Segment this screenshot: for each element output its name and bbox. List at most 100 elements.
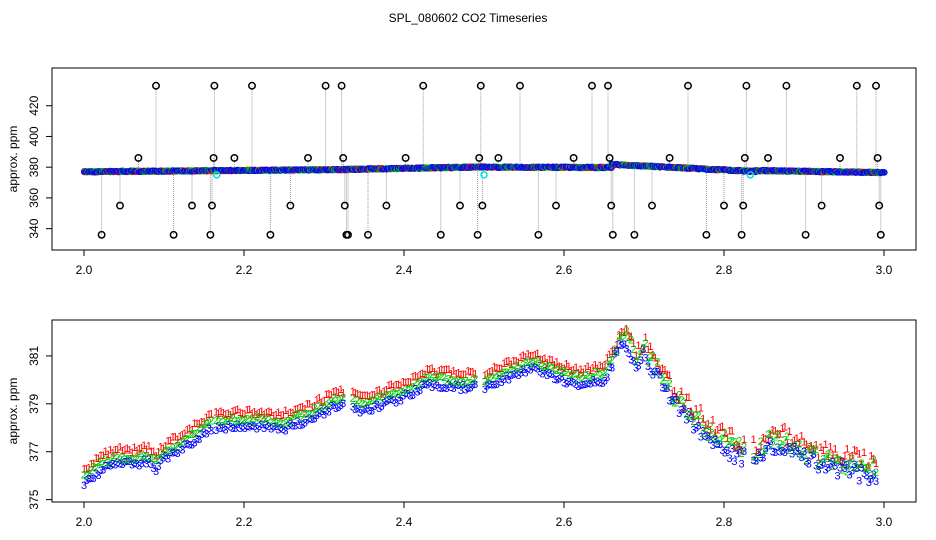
sensor-1-point: 1: [628, 331, 634, 343]
sensor-2-point: 2: [609, 355, 615, 367]
outlier-point: [534, 230, 543, 239]
sensor-1-point: 1: [647, 341, 653, 353]
sensor-1-point: 1: [686, 392, 692, 404]
outlier-point: [875, 201, 884, 210]
sensor-3-point: 3: [770, 447, 776, 459]
sensor-2-point: 2: [362, 400, 368, 412]
sensor-3-point: 3: [472, 379, 478, 391]
sensor-3-point: 3: [705, 431, 711, 443]
sensor-3-point: 3: [751, 455, 757, 467]
sensor-2-point: 2: [98, 456, 104, 468]
sensor-2-point: 2: [465, 378, 471, 390]
sensor-1-point: 1: [146, 441, 152, 453]
sensor-1-point: 1: [381, 386, 387, 398]
sensor-2-point: 2: [431, 372, 437, 384]
sensor-2-point: 2: [256, 412, 262, 424]
sensor-1-point: 1: [458, 369, 464, 381]
sensor-3-point: 3: [187, 440, 193, 452]
sensor-2-point: 2: [542, 363, 548, 375]
sensor-3-point: 3: [105, 460, 111, 472]
sensor-1-point: 1: [383, 385, 389, 397]
sensor-3-point: 3: [470, 379, 476, 391]
sensor-3-point: 3: [767, 436, 773, 448]
sensor-1-point: 1: [393, 379, 399, 391]
sensor-1-point: 1: [643, 332, 649, 344]
sensor-1-point: 1: [499, 363, 505, 375]
sensor-1-point: 1: [220, 407, 226, 419]
sensor-3-point: 3: [861, 468, 867, 480]
baseline-points-top: [80, 160, 888, 177]
sensor-3-point: 3: [611, 348, 617, 360]
sensor-1-point: 1: [412, 370, 418, 382]
sensor-2-point: 2: [100, 459, 106, 471]
sensor-1-point: 1: [316, 393, 322, 405]
sensor-1-point: 1: [535, 348, 541, 360]
sensor-2-point: 2: [182, 434, 188, 446]
sensor-1-point: 1: [405, 376, 411, 388]
sensor-3-point: 3: [429, 382, 435, 394]
sensor-2-point: 2: [784, 431, 790, 443]
sensor-2-point: 2: [208, 416, 214, 428]
outlier-point: [340, 201, 349, 210]
sensor-2-point: 2: [148, 453, 154, 465]
sensor-3-point: 3: [331, 400, 337, 412]
sensor-1-point: 1: [184, 425, 190, 437]
sensor-3-point: 3: [381, 398, 387, 410]
sensor-3-point: 3: [607, 362, 613, 374]
sensor-3-point: 3: [139, 458, 145, 470]
sensor-1-point: 1: [98, 450, 104, 462]
sensor-2-point: 2: [561, 366, 567, 378]
sensor-3-point: 3: [338, 400, 344, 412]
sensor-1-point: 1: [143, 444, 149, 456]
sensor-3-point: 3: [213, 425, 219, 437]
sensor-1-point: 1: [741, 434, 747, 446]
sensor-1-point: 1: [199, 417, 205, 429]
sensor-1-point: 1: [95, 453, 101, 465]
flag-point: [480, 171, 488, 179]
sensor-1-point: 1: [537, 354, 543, 366]
sensor-2-point: 2: [839, 464, 845, 476]
sensor-3-point: 3: [182, 439, 188, 451]
sensor-3-point: 3: [206, 423, 212, 435]
flag-point: [213, 171, 221, 179]
sensor-3-point: 3: [235, 419, 241, 431]
sensor-3-point: 3: [275, 424, 281, 436]
sensor-2-point: 2: [688, 408, 694, 420]
sensor-1-point: 1: [443, 364, 449, 376]
sensor-2-point: 2: [662, 372, 668, 384]
sensor-1-point: 1: [525, 349, 531, 361]
sensor-1-point: 1: [758, 441, 764, 453]
bottom-y-tick-label: 375: [27, 489, 41, 509]
sensor-3-point: 3: [191, 438, 197, 450]
sensor-1-point: 1: [851, 445, 857, 457]
sensor-3-point: 3: [811, 449, 817, 461]
sensor-1-point: 1: [141, 440, 147, 452]
sensor-3-point: 3: [424, 379, 430, 391]
sensor-2-point: 2: [621, 333, 627, 345]
sensor-2-point: 2: [763, 445, 769, 457]
sensor-2-point: 2: [110, 452, 116, 464]
sensor-1-point: 1: [86, 463, 92, 475]
sensor-1-point: 1: [100, 450, 106, 462]
sensor-3-point: 3: [249, 421, 255, 433]
sensor-3-point: 3: [239, 421, 245, 433]
sensor-2-point: 2: [597, 370, 603, 382]
sensor-2-point: 2: [731, 437, 737, 449]
sensor-2-point: 2: [698, 417, 704, 429]
sensor-1-point: 1: [124, 443, 130, 455]
sensor-2-point: 2: [439, 371, 445, 383]
sensor-3-point: 3: [256, 421, 262, 433]
sensor-3-point: 3: [633, 363, 639, 375]
sensor-1-point: 1: [333, 385, 339, 397]
outlier-point: [210, 81, 219, 90]
sensor-1-point: 1: [355, 389, 361, 401]
sensor-2-point: 2: [311, 402, 317, 414]
sensor-1-point: 1: [352, 387, 358, 399]
sensor-2-point: 2: [525, 357, 531, 369]
sensor-3-point: 3: [791, 442, 797, 454]
sensor-1-point: 1: [717, 422, 723, 434]
sensor-3-point: 3: [326, 406, 332, 418]
sensor-2-point: 2: [592, 367, 598, 379]
outlier-point: [604, 81, 612, 90]
sensor-1-point: 1: [242, 409, 248, 421]
